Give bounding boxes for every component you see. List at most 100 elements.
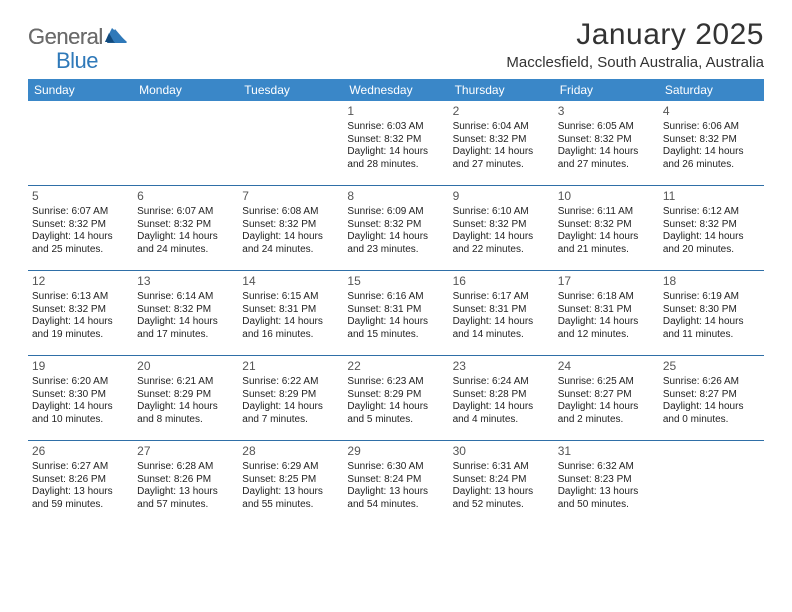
- daylight-line: Daylight: 14 hours and 4 minutes.: [453, 401, 550, 426]
- sunrise-line: Sunrise: 6:13 AM: [32, 291, 129, 304]
- week-row: 1Sunrise: 6:03 AMSunset: 8:32 PMDaylight…: [28, 101, 764, 186]
- sunrise-line: Sunrise: 6:25 AM: [558, 376, 655, 389]
- day-cell: 20Sunrise: 6:21 AMSunset: 8:29 PMDayligh…: [133, 356, 238, 440]
- day-cell: 31 Sunrise: 6:32 AMSunset: 8:23 PMDayligh…: [554, 441, 659, 525]
- day-cell: 23Sunrise: 6:24 AMSunset: 8:28 PMDayligh…: [449, 356, 554, 440]
- sunrise-line: Sunrise: 6:17 AM: [453, 291, 550, 304]
- day-cell: 19Sunrise: 6:20 AMSunset: 8:30 PMDayligh…: [28, 356, 133, 440]
- calendar-grid: SundayMondayTuesdayWednesdayThursdayFrid…: [28, 79, 764, 525]
- day-cell: 4Sunrise: 6:06 AMSunset: 8:32 PMDaylight…: [659, 101, 764, 185]
- calendar-page: General General Blue January 2025 Maccle…: [0, 0, 792, 525]
- day-cell-empty: [133, 101, 238, 185]
- daylight-line: Daylight: 13 hours and 52 minutes.: [453, 486, 550, 511]
- daylight-line: Daylight: 14 hours and 10 minutes.: [32, 401, 129, 426]
- sunset-line: Sunset: 8:32 PM: [137, 304, 234, 317]
- sunset-line: Sunset: 8:26 PM: [137, 474, 234, 487]
- daylight-line: Daylight: 14 hours and 2 minutes.: [558, 401, 655, 426]
- daylight-line: Daylight: 14 hours and 22 minutes.: [453, 231, 550, 256]
- day-number: 29: [347, 444, 444, 459]
- day-cell: 17Sunrise: 6:18 AMSunset: 8:31 PMDayligh…: [554, 271, 659, 355]
- sunset-line: Sunset: 8:25 PM: [242, 474, 339, 487]
- day-cell: 7Sunrise: 6:08 AMSunset: 8:32 PMDaylight…: [238, 186, 343, 270]
- daylight-line: Daylight: 14 hours and 27 minutes.: [453, 146, 550, 171]
- week-row: 19Sunrise: 6:20 AMSunset: 8:30 PMDayligh…: [28, 356, 764, 441]
- dow-cell: Thursday: [449, 79, 554, 101]
- day-number: 10: [558, 189, 655, 204]
- day-number: 1: [347, 104, 444, 119]
- sunrise-line: Sunrise: 6:32 AM: [558, 461, 655, 474]
- sunrise-line: Sunrise: 6:29 AM: [242, 461, 339, 474]
- title-block: January 2025 Macclesfield, South Austral…: [506, 18, 764, 71]
- daylight-line: Daylight: 13 hours and 59 minutes.: [32, 486, 129, 511]
- sunrise-line: Sunrise: 6:18 AM: [558, 291, 655, 304]
- daylight-line: Daylight: 14 hours and 20 minutes.: [663, 231, 760, 256]
- week-row: 12Sunrise: 6:13 AMSunset: 8:32 PMDayligh…: [28, 271, 764, 356]
- sunset-line: Sunset: 8:23 PM: [558, 474, 655, 487]
- day-cell: 13 Sunrise: 6:14 AMSunset: 8:32 PMDayligh…: [133, 271, 238, 355]
- day-cell: 27Sunrise: 6:28 AMSunset: 8:26 PMDayligh…: [133, 441, 238, 525]
- sunset-line: Sunset: 8:31 PM: [453, 304, 550, 317]
- sunrise-line: Sunrise: 6:09 AM: [347, 206, 444, 219]
- sunrise-line: Sunrise: 6:07 AM: [137, 206, 234, 219]
- weeks-container: 1Sunrise: 6:03 AMSunset: 8:32 PMDaylight…: [28, 101, 764, 525]
- sunset-line: Sunset: 8:32 PM: [347, 134, 444, 147]
- day-cell: 6Sunrise: 6:07 AMSunset: 8:32 PMDaylight…: [133, 186, 238, 270]
- day-number: 28: [242, 444, 339, 459]
- day-number: 7: [242, 189, 339, 204]
- day-number: 25: [663, 359, 760, 374]
- sunset-line: Sunset: 8:32 PM: [558, 219, 655, 232]
- day-cell-empty: [238, 101, 343, 185]
- daylight-line: Daylight: 13 hours and 54 minutes.: [347, 486, 444, 511]
- sunrise-line: Sunrise: 6:14 AM: [137, 291, 234, 304]
- day-number: 12: [32, 274, 129, 289]
- week-row: 5Sunrise: 6:07 AMSunset: 8:32 PMDaylight…: [28, 186, 764, 271]
- dow-cell: Wednesday: [343, 79, 448, 101]
- dow-cell: Tuesday: [238, 79, 343, 101]
- day-cell-empty: [28, 101, 133, 185]
- day-number: 9: [453, 189, 550, 204]
- day-number: 13: [137, 274, 234, 289]
- sunset-line: Sunset: 8:32 PM: [32, 304, 129, 317]
- daylight-line: Daylight: 14 hours and 0 minutes.: [663, 401, 760, 426]
- daylight-line: Daylight: 13 hours and 50 minutes.: [558, 486, 655, 511]
- day-number: 5: [32, 189, 129, 204]
- day-number: 31: [558, 444, 655, 459]
- day-cell: 26Sunrise: 6:27 AMSunset: 8:26 PMDayligh…: [28, 441, 133, 525]
- brand-blue: Blue: [56, 48, 98, 74]
- day-cell-empty: [659, 441, 764, 525]
- sunset-line: Sunset: 8:32 PM: [663, 134, 760, 147]
- day-cell: 10Sunrise: 6:11 AMSunset: 8:32 PMDayligh…: [554, 186, 659, 270]
- sunset-line: Sunset: 8:29 PM: [242, 389, 339, 402]
- sunrise-line: Sunrise: 6:26 AM: [663, 376, 760, 389]
- day-number: 21: [242, 359, 339, 374]
- day-number: 16: [453, 274, 550, 289]
- daylight-line: Daylight: 14 hours and 15 minutes.: [347, 316, 444, 341]
- daylight-line: Daylight: 14 hours and 16 minutes.: [242, 316, 339, 341]
- day-cell: 14Sunrise: 6:15 AMSunset: 8:31 PMDayligh…: [238, 271, 343, 355]
- daylight-line: Daylight: 14 hours and 17 minutes.: [137, 316, 234, 341]
- day-number: 19: [32, 359, 129, 374]
- day-number: 30: [453, 444, 550, 459]
- day-number: 14: [242, 274, 339, 289]
- sunset-line: Sunset: 8:32 PM: [242, 219, 339, 232]
- sunset-line: Sunset: 8:24 PM: [347, 474, 444, 487]
- day-number: 3: [558, 104, 655, 119]
- sunrise-line: Sunrise: 6:11 AM: [558, 206, 655, 219]
- sunset-line: Sunset: 8:32 PM: [453, 219, 550, 232]
- sunset-line: Sunset: 8:27 PM: [558, 389, 655, 402]
- day-cell: 2Sunrise: 6:04 AMSunset: 8:32 PMDaylight…: [449, 101, 554, 185]
- day-cell: 1Sunrise: 6:03 AMSunset: 8:32 PMDaylight…: [343, 101, 448, 185]
- dow-cell: Sunday: [28, 79, 133, 101]
- sunset-line: Sunset: 8:31 PM: [242, 304, 339, 317]
- day-number: 23: [453, 359, 550, 374]
- day-number: 4: [663, 104, 760, 119]
- day-number: 17: [558, 274, 655, 289]
- day-number: 18: [663, 274, 760, 289]
- sunset-line: Sunset: 8:24 PM: [453, 474, 550, 487]
- daylight-line: Daylight: 14 hours and 12 minutes.: [558, 316, 655, 341]
- sunset-line: Sunset: 8:28 PM: [453, 389, 550, 402]
- sunset-line: Sunset: 8:27 PM: [663, 389, 760, 402]
- dow-cell: Saturday: [659, 79, 764, 101]
- brand-logo-stack: General Blue: [28, 18, 127, 74]
- sunrise-line: Sunrise: 6:23 AM: [347, 376, 444, 389]
